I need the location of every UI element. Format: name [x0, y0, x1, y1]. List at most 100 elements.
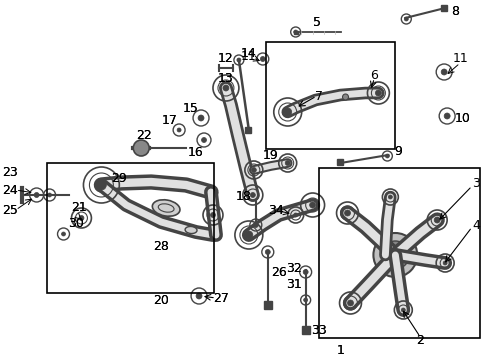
- Bar: [265, 42, 394, 149]
- Text: 1: 1: [336, 343, 344, 356]
- Circle shape: [342, 94, 348, 100]
- Text: 14: 14: [241, 46, 256, 59]
- Circle shape: [443, 113, 449, 119]
- Ellipse shape: [152, 200, 180, 216]
- Text: 8: 8: [450, 5, 458, 18]
- Text: 1: 1: [336, 343, 344, 356]
- Text: 11: 11: [451, 51, 467, 64]
- Bar: [336, 159, 342, 165]
- Text: 30: 30: [68, 216, 84, 230]
- Text: 24: 24: [2, 184, 18, 197]
- Text: 23: 23: [2, 166, 18, 179]
- Ellipse shape: [158, 204, 174, 212]
- Circle shape: [265, 249, 270, 255]
- Circle shape: [79, 216, 84, 220]
- Ellipse shape: [185, 226, 197, 234]
- Text: 14: 14: [241, 46, 256, 59]
- Text: 24: 24: [2, 184, 18, 197]
- Text: 33: 33: [310, 324, 326, 337]
- Text: 26: 26: [270, 266, 286, 279]
- Text: 15: 15: [183, 102, 199, 114]
- Text: 23: 23: [2, 166, 18, 179]
- Text: 29: 29: [111, 171, 127, 185]
- Circle shape: [293, 213, 297, 217]
- Text: 22: 22: [136, 129, 152, 141]
- Text: 28: 28: [153, 239, 169, 252]
- Circle shape: [96, 180, 106, 190]
- Text: 15: 15: [183, 102, 199, 114]
- Text: 9: 9: [394, 144, 402, 158]
- Text: 9: 9: [394, 144, 402, 158]
- Text: 21: 21: [71, 201, 87, 213]
- Text: 10: 10: [454, 112, 470, 125]
- Text: 31: 31: [285, 279, 301, 292]
- Text: 8: 8: [450, 5, 458, 18]
- Text: 26: 26: [270, 266, 286, 279]
- Bar: [293, 31, 297, 33]
- Text: 7: 7: [314, 90, 322, 103]
- Text: 11: 11: [241, 50, 256, 63]
- Circle shape: [442, 261, 446, 265]
- Circle shape: [244, 231, 252, 239]
- Bar: [244, 127, 250, 133]
- Circle shape: [309, 202, 315, 208]
- Text: 3: 3: [471, 176, 479, 189]
- Text: 10: 10: [454, 112, 470, 125]
- Circle shape: [344, 210, 350, 216]
- Circle shape: [133, 140, 149, 156]
- Circle shape: [236, 58, 241, 62]
- Bar: [46, 163, 214, 293]
- Text: 2: 2: [415, 333, 423, 346]
- Circle shape: [373, 233, 416, 277]
- Text: 13: 13: [218, 72, 233, 85]
- Bar: [263, 301, 271, 309]
- Bar: [318, 168, 479, 338]
- Text: 18: 18: [235, 189, 251, 202]
- Circle shape: [404, 17, 407, 21]
- Text: 20: 20: [153, 293, 169, 306]
- Circle shape: [198, 115, 203, 121]
- Text: 18: 18: [235, 189, 251, 202]
- Text: 31: 31: [285, 279, 301, 292]
- Text: 19: 19: [263, 149, 278, 162]
- Text: 16: 16: [188, 145, 203, 158]
- Circle shape: [223, 85, 228, 91]
- Circle shape: [293, 30, 297, 34]
- Circle shape: [177, 128, 181, 132]
- Circle shape: [253, 222, 258, 228]
- Text: 20: 20: [153, 293, 169, 306]
- Text: 17: 17: [161, 113, 177, 126]
- Text: 12: 12: [218, 51, 233, 64]
- Circle shape: [303, 270, 307, 274]
- Text: 25: 25: [2, 203, 18, 216]
- Text: 33: 33: [310, 324, 326, 337]
- Text: 5: 5: [312, 15, 320, 28]
- Text: 27: 27: [213, 292, 228, 305]
- Text: 32: 32: [285, 261, 301, 274]
- Bar: [440, 5, 446, 11]
- Text: 27: 27: [213, 292, 228, 305]
- Text: 5: 5: [312, 15, 320, 28]
- Text: 25: 25: [2, 203, 18, 216]
- Circle shape: [47, 193, 51, 197]
- Text: 17: 17: [161, 113, 177, 126]
- Circle shape: [433, 217, 439, 223]
- Circle shape: [210, 212, 215, 217]
- Text: 21: 21: [71, 201, 87, 213]
- Circle shape: [201, 138, 206, 143]
- Circle shape: [283, 108, 291, 116]
- Text: 4: 4: [471, 219, 479, 231]
- Circle shape: [387, 195, 391, 199]
- Circle shape: [196, 293, 202, 299]
- Text: 2: 2: [415, 333, 423, 346]
- Text: 34: 34: [267, 203, 283, 216]
- Circle shape: [251, 167, 256, 172]
- Bar: [301, 326, 309, 334]
- Text: 34: 34: [267, 203, 283, 216]
- Circle shape: [375, 90, 381, 96]
- Circle shape: [347, 300, 353, 306]
- Circle shape: [440, 69, 446, 75]
- Circle shape: [34, 193, 39, 198]
- Circle shape: [303, 298, 307, 302]
- Circle shape: [260, 57, 265, 62]
